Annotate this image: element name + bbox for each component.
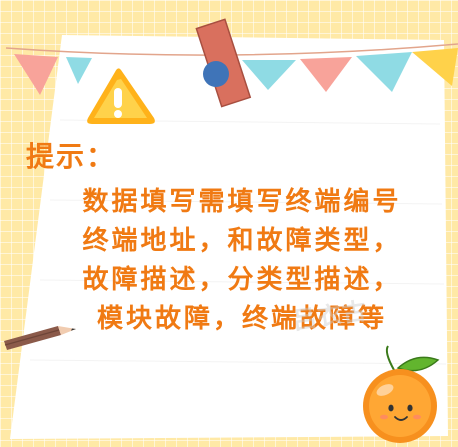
notice-body: 数据填写需填写终端编号终端地址，和故障类型，故障描述，分类型描述，模块故障，终端… bbox=[82, 187, 402, 334]
notice-block: 提示： 数据填写需填写终端编号终端地址，和故障类型，故障描述，分类型描述，模块故… bbox=[26, 137, 426, 339]
pencil bbox=[4, 326, 76, 350]
orange-mascot bbox=[363, 345, 440, 443]
bunting-flags bbox=[14, 48, 458, 95]
notice-title: 提示： bbox=[26, 140, 117, 173]
warning-icon bbox=[87, 68, 155, 124]
paper-sheet bbox=[10, 35, 448, 439]
push-pin bbox=[203, 61, 229, 87]
